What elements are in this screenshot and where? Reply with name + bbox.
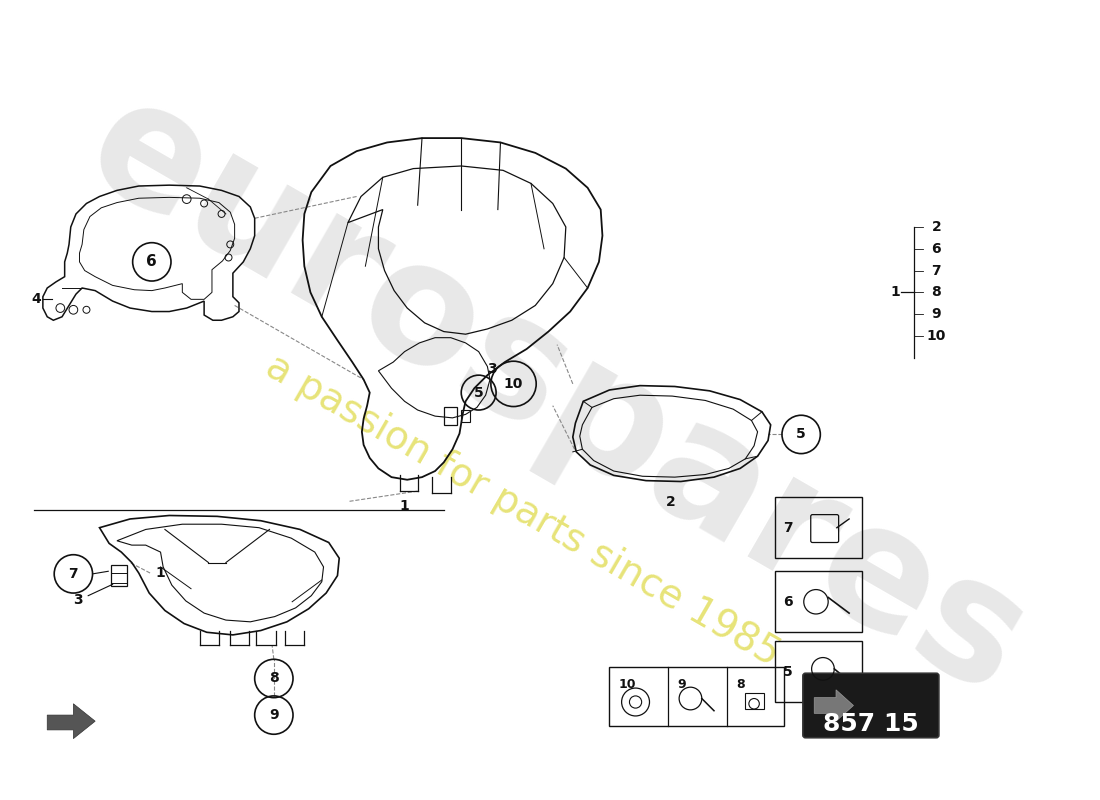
Text: 857 15: 857 15 [823,712,918,736]
Text: 4: 4 [31,292,41,306]
Text: 3: 3 [73,593,82,607]
Text: eurospares: eurospares [60,63,1054,731]
Text: 6: 6 [932,242,942,256]
Text: 2: 2 [666,494,675,509]
Text: 6: 6 [146,254,157,270]
Text: 5: 5 [783,665,793,678]
Text: 10: 10 [926,329,946,343]
Text: a passion for parts since 1985: a passion for parts since 1985 [258,347,786,674]
Text: 5: 5 [796,427,806,442]
Text: 8: 8 [270,671,278,686]
Text: 8: 8 [932,286,942,299]
Text: 1: 1 [399,499,409,513]
Text: 9: 9 [678,678,686,691]
Text: 10: 10 [504,377,524,391]
Text: 7: 7 [932,263,942,278]
FancyBboxPatch shape [803,674,939,738]
Polygon shape [814,690,854,721]
Text: 3: 3 [487,362,496,376]
Text: 9: 9 [932,307,942,321]
Text: 7: 7 [783,521,793,534]
Polygon shape [47,704,96,738]
Text: 8: 8 [736,678,745,691]
Text: 10: 10 [619,678,637,691]
Text: 5: 5 [474,386,484,399]
Text: 7: 7 [68,567,78,581]
Text: 9: 9 [270,708,278,722]
Text: 1: 1 [156,566,165,580]
Text: 2: 2 [932,220,942,234]
Text: 6: 6 [783,594,793,609]
Text: 1: 1 [890,286,900,299]
